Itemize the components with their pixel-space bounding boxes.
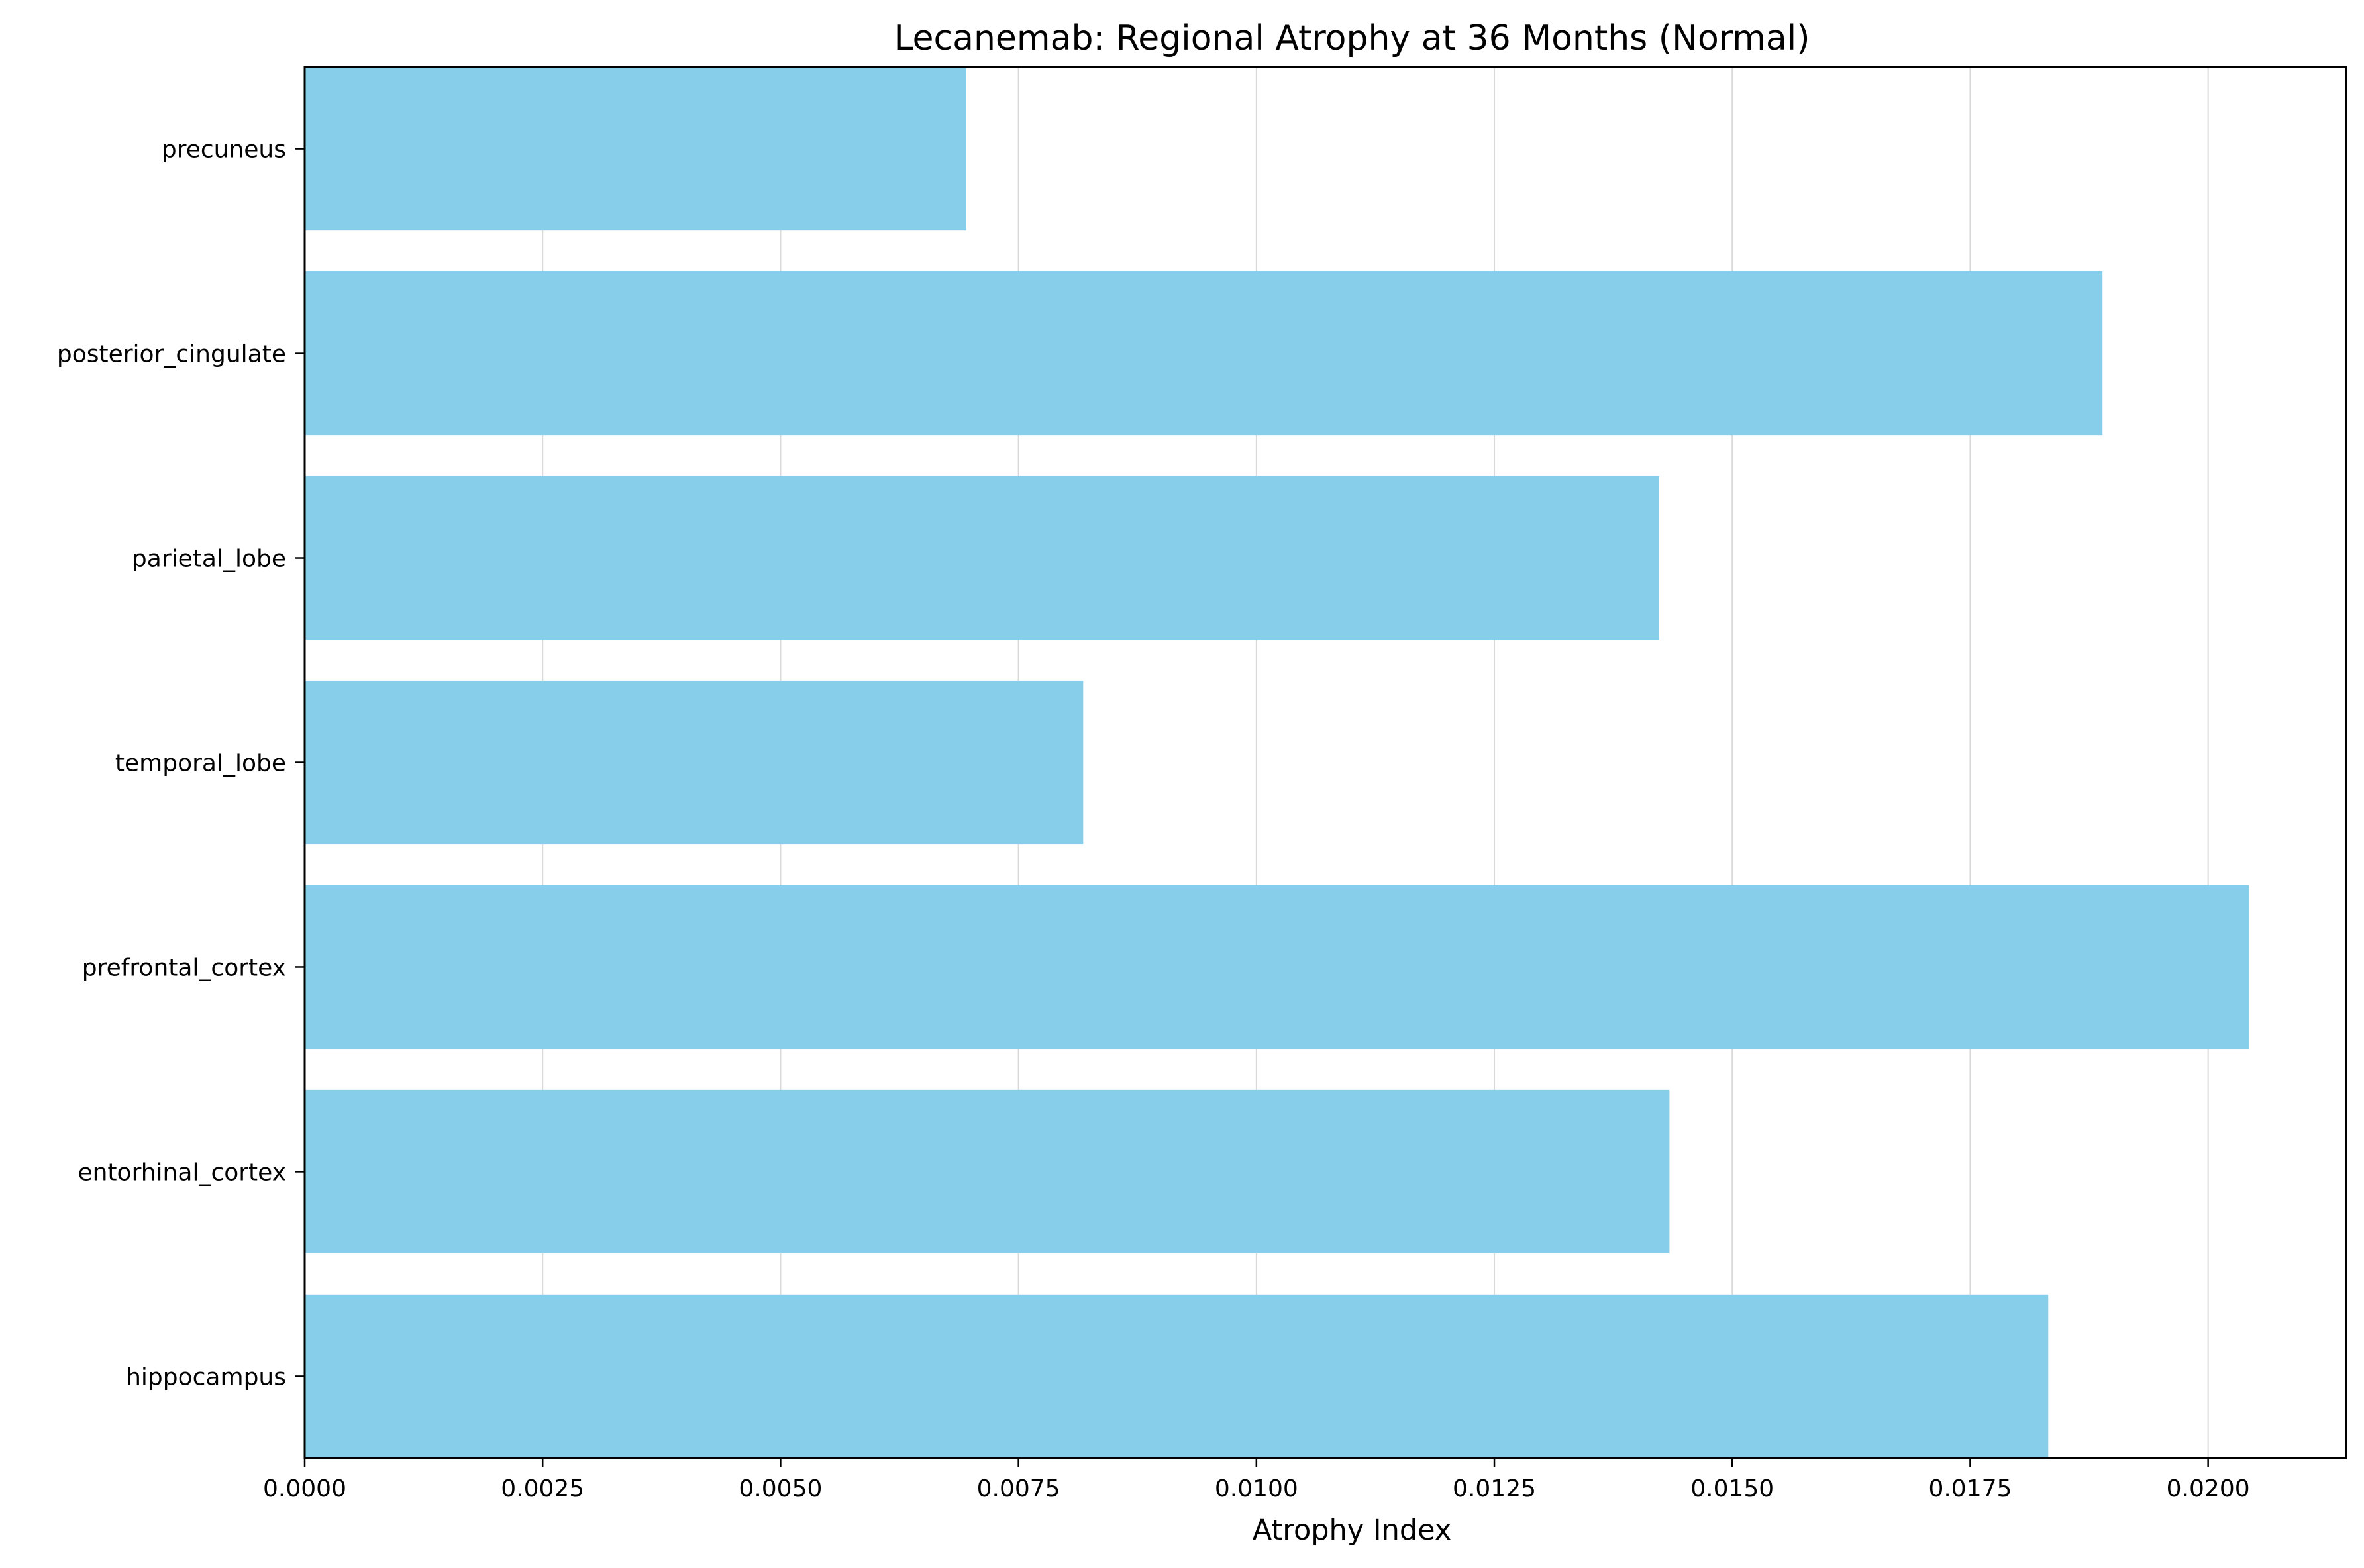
y-tick-label-parietal_lobe: parietal_lobe [132, 546, 286, 573]
y-tick-label-precuneus: precuneus [162, 136, 286, 164]
bar-temporal_lobe [305, 680, 1084, 845]
x-tick-label: 0.0000 [263, 1475, 346, 1502]
x-tick-label: 0.0200 [2167, 1475, 2250, 1502]
y-tick-label-prefrontal_cortex: prefrontal_cortex [82, 954, 286, 981]
y-tick-label-entorhinal_cortex: entorhinal_cortex [77, 1159, 286, 1186]
x-tick-label: 0.0050 [739, 1475, 822, 1502]
bar-posterior_cingulate [305, 271, 2103, 436]
bars [305, 67, 2249, 1458]
y-axis: hippocampus entorhinal_cortex prefrontal_c… [57, 136, 305, 1391]
bar-hippocampus [305, 1294, 2049, 1458]
x-tick-label: 0.0025 [501, 1475, 584, 1502]
bar-precuneus [305, 67, 966, 231]
x-tick-label: 0.0100 [1215, 1475, 1298, 1502]
x-tick-label: 0.0175 [1928, 1475, 2012, 1502]
bar-parietal_lobe [305, 475, 1659, 640]
x-axis-label: Atrophy Index [1253, 1514, 1452, 1547]
x-tick-label: 0.0150 [1690, 1475, 1774, 1502]
x-tick-label: 0.0075 [977, 1475, 1060, 1502]
bar-prefrontal_cortex [305, 885, 2249, 1050]
x-axis: 0.0000 0.0025 0.0050 0.0075 0.0100 0.0125 0.01… [263, 1458, 2250, 1502]
y-tick-label-temporal_lobe: temporal_lobe [115, 750, 286, 777]
y-tick-label-posterior_cingulate: posterior_cingulate [57, 341, 286, 368]
chart-title: Lecanemab: Regional Atrophy at 36 Months… [894, 19, 1810, 58]
x-tick-label: 0.0125 [1453, 1475, 1536, 1502]
bar-entorhinal_cortex [305, 1089, 1670, 1254]
y-tick-label-hippocampus: hippocampus [126, 1363, 286, 1391]
